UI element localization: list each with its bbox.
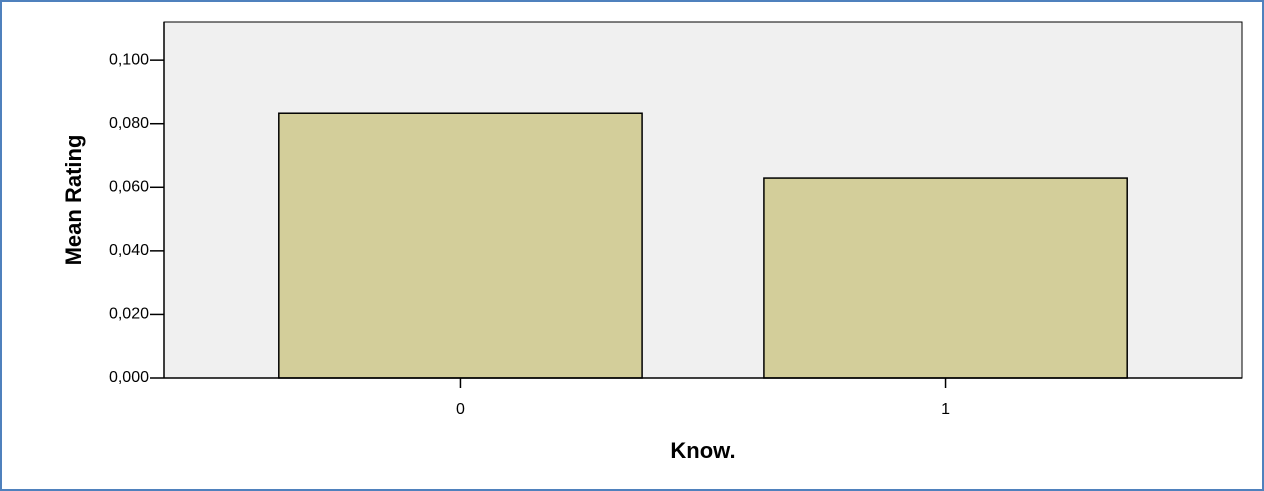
y-tick-label: 0,100 bbox=[109, 51, 149, 68]
bar bbox=[763, 177, 1128, 379]
x-axis-title: Know. bbox=[670, 438, 735, 463]
x-tick-label: 0 bbox=[456, 401, 465, 418]
y-tick-label: 0,060 bbox=[109, 179, 149, 196]
bar bbox=[278, 112, 643, 379]
y-tick-label: 0,080 bbox=[109, 115, 149, 132]
y-tick-label: 0,000 bbox=[109, 369, 149, 386]
x-tick-label: 1 bbox=[941, 401, 950, 418]
y-axis-title: Mean Rating bbox=[61, 135, 86, 266]
y-tick-label: 0,020 bbox=[109, 306, 149, 323]
y-tick-label: 0,040 bbox=[109, 242, 149, 259]
